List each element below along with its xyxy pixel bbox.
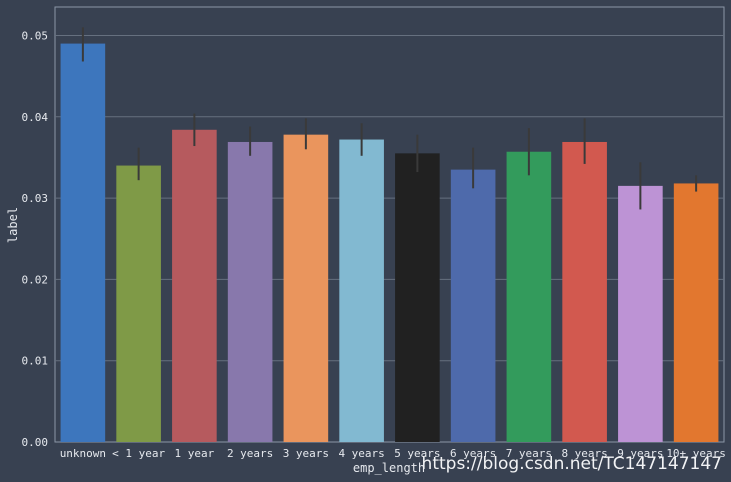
plot-area bbox=[54, 6, 725, 443]
x-tick-label: 3 years bbox=[283, 447, 329, 460]
x-tick-label: < 1 year bbox=[112, 447, 165, 460]
error-bars bbox=[81, 27, 698, 210]
y-tick-label: 0.00 bbox=[22, 436, 49, 449]
watermark-text: https://blog.csdn.net/TC147147147 bbox=[422, 454, 722, 474]
bars bbox=[60, 43, 719, 443]
gridlines bbox=[55, 34, 724, 362]
bar bbox=[227, 141, 273, 442]
bar bbox=[395, 153, 440, 442]
bar bbox=[562, 141, 607, 442]
x-tick-label: 10+ years bbox=[666, 447, 726, 460]
y-tick-label: 0.04 bbox=[22, 111, 49, 124]
x-tick-label: 9 years bbox=[617, 447, 663, 460]
x-tick-label: 4 years bbox=[338, 447, 384, 460]
bar bbox=[450, 169, 496, 442]
y-axis-title: label bbox=[6, 207, 20, 243]
x-tick-label: 2 years bbox=[227, 447, 273, 460]
x-tick-label: 5 years bbox=[394, 447, 440, 460]
bar bbox=[283, 134, 329, 442]
bar bbox=[506, 151, 552, 442]
bar bbox=[339, 139, 384, 442]
x-tick-label: unknown bbox=[60, 447, 106, 460]
y-tick-label: 0.01 bbox=[22, 355, 49, 368]
bar bbox=[172, 129, 217, 442]
x-tick-labels: unknown < 1 year 1 year 2 years 3 years 4 yea… bbox=[60, 447, 726, 460]
bar bbox=[60, 43, 106, 443]
x-tick-label: 1 year bbox=[175, 447, 215, 460]
y-tick-label: 0.03 bbox=[22, 192, 49, 205]
x-axis-title: emp_length bbox=[353, 461, 425, 475]
y-tick-label: 0.05 bbox=[22, 29, 49, 42]
x-tick-label: 6 years bbox=[450, 447, 496, 460]
x-tick-label: 7 years bbox=[506, 447, 552, 460]
bar bbox=[673, 183, 719, 442]
y-tick-labels: 0.00 0.01 0.02 0.03 0.04 0.05 bbox=[22, 29, 49, 449]
x-tick-label: 8 years bbox=[561, 447, 607, 460]
bar bbox=[618, 185, 663, 442]
y-tick-label: 0.02 bbox=[22, 273, 49, 286]
bar bbox=[116, 165, 161, 443]
